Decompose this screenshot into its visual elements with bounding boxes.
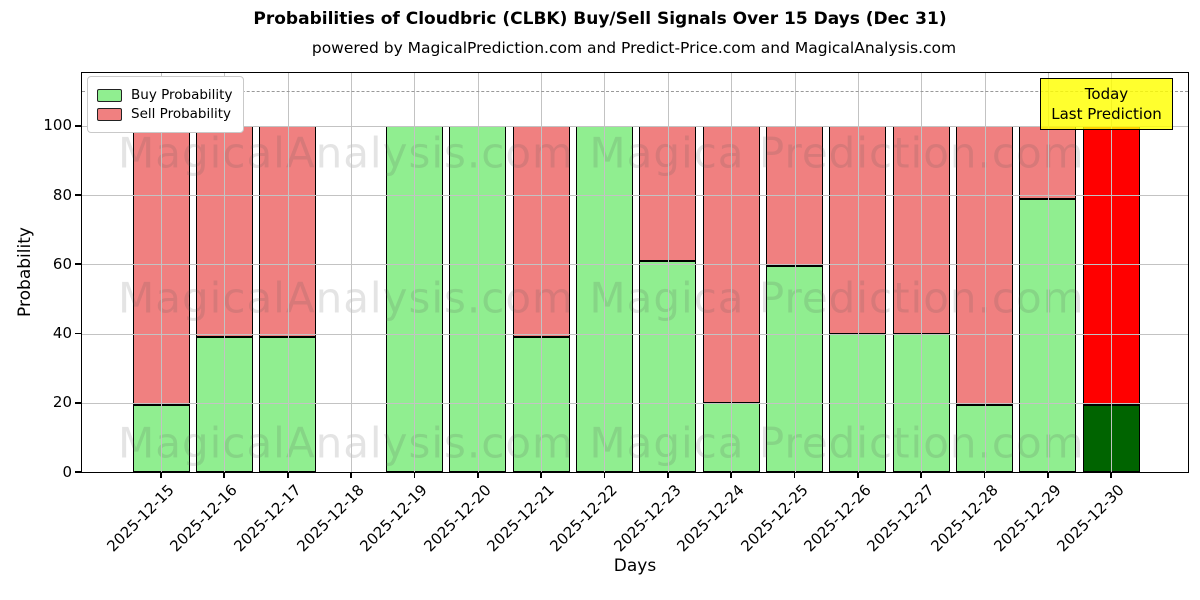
x-tick-label: 2025-12-24 [673,481,748,556]
x-tick-mark [730,472,733,478]
y-tick-label: 40 [52,324,72,343]
y-tick-mark [75,471,82,473]
plot-area: Probability Days Buy Probability Sell Pr… [15,72,1189,576]
gridline-vertical [351,73,353,472]
legend-swatch-buy [97,88,122,102]
x-tick-mark [160,472,162,478]
y-tick-label: 80 [52,185,72,204]
x-tick-mark [413,472,416,478]
y-tick-label: 20 [52,393,72,412]
gridline-vertical [1047,73,1049,472]
watermark-text: Magica Prediction.com [589,273,1085,323]
legend-label-sell: Sell Probability [131,106,232,122]
x-tick-mark [540,472,542,478]
y-tick-label: 0 [62,462,72,481]
watermark-text: Magica Prediction.com [589,128,1085,178]
x-tick-label: 2025-12-21 [483,481,558,556]
gridline-horizontal [82,264,1188,266]
x-axis-title: Days [613,556,657,576]
watermark-text: MagicalAnalysis.com [118,418,574,468]
watermark-text: MagicalAnalysis.com [118,128,574,178]
x-tick-mark [666,472,669,478]
gridline-horizontal [82,402,1188,404]
threshold-dashed-line [82,91,1188,93]
x-tick-mark [476,472,479,478]
y-axis-title-text: Probability [15,227,35,317]
gridline-vertical [667,73,669,472]
x-tick-mark [983,472,986,478]
gridline-vertical [794,73,796,472]
x-tick-label: 2025-12-19 [356,481,432,556]
gridline-horizontal [82,195,1188,197]
x-tick-mark [350,472,352,478]
x-tick-mark [1110,472,1113,478]
y-tick-mark [75,401,82,404]
x-tick-mark [920,472,923,478]
x-tick-label: 2025-12-29 [990,481,1065,556]
x-tick-label: 2025-12-15 [103,481,178,556]
gridline-vertical [414,73,416,472]
x-tick-mark [223,472,226,478]
watermark-text: MagicalAnalysis.com [118,273,574,323]
x-tick-label: 2025-12-26 [800,481,875,556]
x-tick-mark [603,472,606,478]
y-tick-mark [75,332,82,335]
gridline-vertical [731,73,733,472]
today-annotation-line2: Last Prediction [1051,105,1162,123]
gridline-vertical [1111,73,1113,472]
x-tick-label: 2025-12-18 [293,481,368,556]
legend-item-buy: Buy Probability [97,87,232,103]
x-tick-label: 2025-12-30 [1053,481,1128,556]
y-tick-mark [75,194,82,197]
gridline-horizontal [82,333,1188,335]
chart-title: Probabilities of Cloudbric (CLBK) Buy/Se… [253,9,947,29]
x-tick-label: 2025-12-17 [230,481,305,556]
x-tick-label: 2025-12-23 [610,481,685,556]
x-tick-mark [793,472,796,478]
legend-item-sell: Sell Probability [97,106,232,122]
x-tick-label: 2025-12-16 [166,481,242,556]
x-tick-label: 2025-12-25 [736,481,812,556]
gridline-vertical [477,73,479,472]
x-tick-mark [286,472,289,478]
gridline-vertical [857,73,859,472]
y-tick-mark [75,263,82,266]
gridline-vertical [921,73,923,472]
x-tick-label: 2025-12-20 [420,481,495,556]
gridline-horizontal [82,125,1188,127]
y-tick-label: 100 [43,116,72,135]
y-tick-mark [75,125,82,127]
x-tick-label: 2025-12-22 [546,481,622,556]
gridline-vertical [604,73,606,472]
legend: Buy Probability Sell Probability [87,76,245,133]
x-tick-mark [1047,472,1049,478]
today-annotation-line1: Today [1084,85,1129,103]
chart-subtitle: powered by MagicalPrediction.com and Pre… [311,39,957,57]
watermark-text: Magica Prediction.com [589,418,1085,468]
x-tick-mark [856,472,859,478]
y-tick-label: 60 [52,254,72,273]
gridline-vertical [984,73,986,472]
x-tick-label: 2025-12-28 [926,481,1002,556]
gridline-vertical [541,73,543,472]
gridline-vertical [287,73,289,472]
legend-swatch-sell [97,107,122,121]
gridline-vertical [224,73,226,472]
gridline-vertical [161,73,162,472]
today-annotation: Today Last Prediction [1040,78,1173,130]
legend-label-buy: Buy Probability [131,87,233,103]
x-tick-label: 2025-12-27 [863,481,938,556]
